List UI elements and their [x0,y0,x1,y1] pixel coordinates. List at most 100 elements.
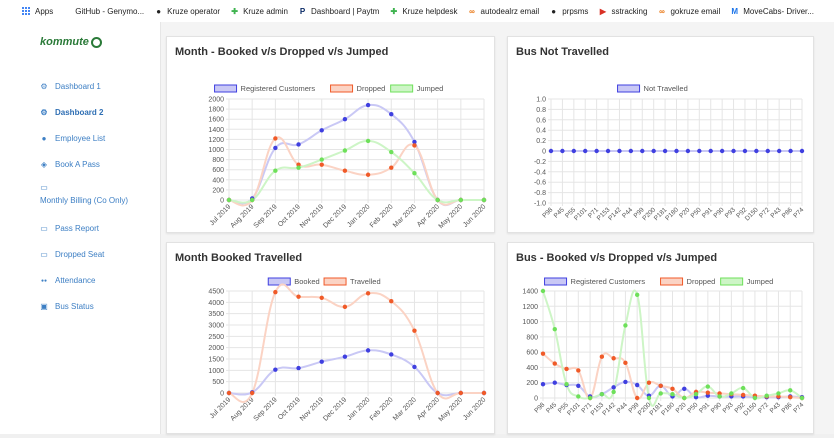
x-tick-label: Jun 2020 [462,396,487,421]
x-tick-label: Feb 2020 [369,396,395,422]
x-tick-label: Nov 2019 [299,203,325,229]
y-tick-label: 1400 [522,289,538,296]
bookmark-item[interactable]: ✚ Kruze helpdesk [389,7,457,16]
sidebar-item-attendance[interactable]: ●● Attendance [40,276,96,285]
bookmark-label: Kruze operator [167,6,221,16]
y-tick-label: 800 [526,334,538,341]
sidebar-item-employee-list[interactable]: ● Employee List [40,134,106,143]
x-tick-label: Sep 2019 [253,203,279,229]
x-tick-label: Jun 2020 [462,203,487,228]
logo[interactable]: kommute [40,36,102,48]
data-point [226,390,232,396]
data-point [693,395,699,400]
y-tick-label: 0.4 [536,128,546,135]
data-point [685,148,691,154]
chart-title: Month Booked Travelled [175,252,303,264]
bookmark-item[interactable]: ● Kruze operator [154,7,220,16]
x-tick-label: P45 [553,206,566,219]
bookmark-item[interactable]: ● prpsms [549,7,588,16]
data-point [481,390,487,396]
data-point [319,157,324,162]
y-tick-label: -0.2 [534,159,546,166]
data-point [717,394,722,399]
bookmark-item[interactable]: Apps [22,7,53,16]
bookmark-label: MoveCabs- Driver... [743,6,814,16]
x-tick-label: P91 [701,206,714,219]
sidebar-item-monthly-billing-co-only[interactable]: ▭ Monthly Billing (Co Only) [40,183,128,206]
data-point [717,391,722,396]
y-tick-label: 800 [212,157,224,164]
data-point [576,394,581,399]
data-point [435,197,440,203]
data-point [764,393,769,398]
chart-card-month-booked-travelled: Month Booked Travelled Booked Travelled 0 5… [166,242,495,434]
bookmark-item[interactable]: P Dashboard | Paytm [298,6,380,16]
data-point [670,386,675,392]
y-tick-label: 1800 [208,107,224,114]
y-tick-label: 600 [526,350,538,357]
y-tick-label: -1.0 [534,201,546,208]
sidebar-item-book-a-pass[interactable]: ◈ Book A Pass [40,160,100,169]
data-point [552,380,557,385]
main-content: Month - Booked v/s Dropped v/s Jumped Re… [161,22,834,434]
sidebar-item-bus-status[interactable]: ▣ Bus Status [40,301,93,311]
data-point [799,395,805,401]
data-point [628,148,634,154]
bookmark-item[interactable]: ∞ autodealrz email [468,7,539,16]
data-point [599,391,605,397]
y-tick-label: 200 [526,380,538,387]
data-point [617,148,622,154]
y-tick-label: -0.8 [534,190,546,197]
legend-label: Travelled [350,277,381,286]
x-tick-label: P90 [712,206,725,219]
data-point [458,390,464,396]
legend-label: Registered Customers [241,84,316,93]
sidebar-item-dashboard-1[interactable]: ⚙ Dashboard 1 [40,82,100,91]
x-tick-label: P98 [533,401,546,414]
sidebar-item-dashboard-2[interactable]: ⚙ Dashboard 2 [40,108,103,117]
sidebar-item-pass-report[interactable]: ▭ Pass Report [40,224,99,233]
data-point [296,294,301,299]
card-icon: ▭ [40,183,48,192]
y-tick-label: 1000 [208,368,224,375]
x-tick-label: P50 [686,401,699,414]
data-point [583,148,588,154]
sidebar-item-label: Dashboard 2 [55,108,104,117]
y-tick-label: 3500 [208,311,224,318]
sidebar-item-label: Attendance [55,276,96,285]
x-tick-label: P93 [724,206,737,219]
bookmark-item[interactable]: ▶ sstracking [598,7,648,16]
legend-swatch-icon [323,277,347,286]
bus-icon: ▣ [40,301,48,311]
data-point [658,383,663,388]
data-point [705,384,711,389]
x-tick-label: Aug 2019 [229,396,255,422]
gear-icon: ⚙ [40,107,48,117]
bookmark-item[interactable]: GitHub - Genymo... [75,7,144,16]
x-tick-label: Aug 2019 [229,203,255,229]
chart-title: Bus - Booked v/s Dropped v/s Jumped [516,252,718,264]
legend-swatch-icon [214,84,238,93]
data-point [319,128,324,133]
data-point [662,148,668,154]
x-tick-label: P74 [792,401,805,414]
bookmark-item[interactable]: M MoveCabs- Driver... [730,7,814,16]
data-point [540,288,546,294]
data-point [765,148,770,154]
x-tick-label: Dec 2019 [322,203,348,229]
sidebar-item-dropped-seat[interactable]: ▭ Dropped Seat [40,250,104,259]
chart-title: Bus Not Travelled [516,46,609,58]
data-point [548,148,554,154]
sidebar-item-label: Book A Pass [55,160,100,169]
x-tick-label: P20 [675,401,688,414]
legend-label: Registered Customers [571,277,646,286]
paytm-icon: P [299,6,306,16]
data-point [319,295,324,300]
data-point [296,165,301,170]
bookmark-item[interactable]: ∞ gokruze email [657,7,720,16]
bookmark-item[interactable]: ✚ Kruze admin [230,7,288,16]
data-point [389,299,394,304]
x-tick-label: P20 [678,206,691,219]
data-point [273,145,278,151]
kruze-icon: ✚ [390,6,398,16]
